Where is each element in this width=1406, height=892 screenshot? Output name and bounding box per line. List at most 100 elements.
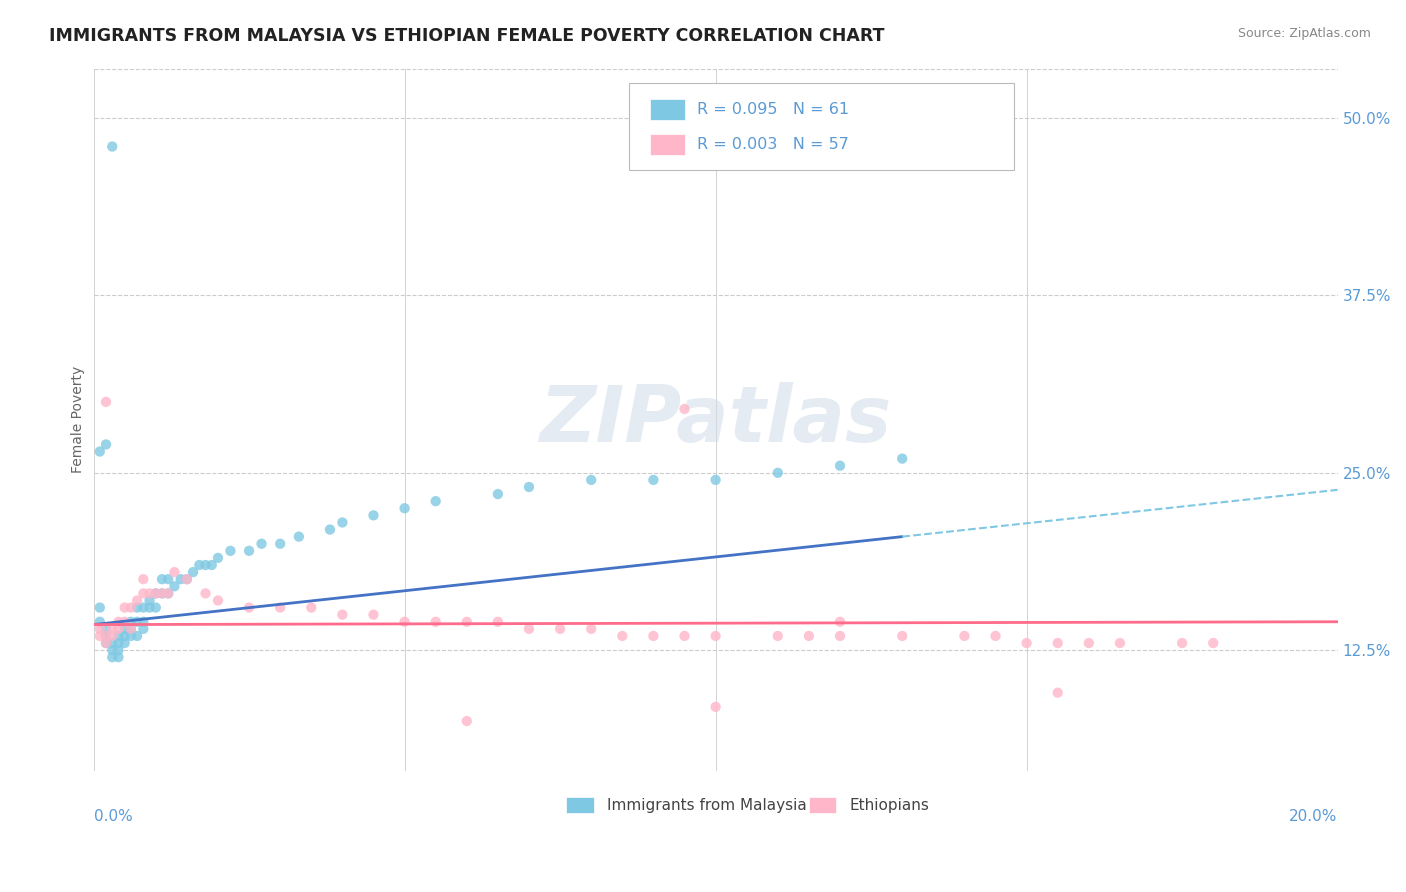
Bar (650, 99, 685, 120)
Point (120, 622, 142, 636)
Text: Immigrants from Malaysia: Immigrants from Malaysia (607, 797, 807, 813)
Point (673, 401, 696, 416)
Point (132, 615, 155, 629)
Point (89, 444, 111, 458)
Point (114, 636, 136, 650)
Point (169, 572, 191, 586)
Point (250, 537, 273, 551)
Text: Ethiopians: Ethiopians (851, 797, 929, 813)
Point (114, 622, 136, 636)
Point (120, 615, 142, 629)
Point (157, 572, 180, 586)
Point (101, 650, 124, 665)
Text: 20.0%: 20.0% (1289, 809, 1337, 824)
Point (163, 565, 186, 579)
Point (107, 615, 129, 629)
Point (269, 600, 291, 615)
Point (94, 636, 117, 650)
Point (953, 629, 976, 643)
Point (579, 473, 602, 487)
Point (145, 600, 167, 615)
Point (157, 586, 180, 600)
Point (157, 586, 180, 600)
Point (201, 558, 224, 572)
Point (188, 558, 211, 572)
Point (456, 615, 478, 629)
Point (194, 558, 217, 572)
Text: Source: ZipAtlas.com: Source: ZipAtlas.com (1237, 27, 1371, 40)
Point (101, 622, 124, 636)
Point (612, 629, 634, 643)
Point (1046, 636, 1069, 650)
Point (127, 629, 149, 643)
Point (548, 622, 571, 636)
Point (219, 544, 242, 558)
Point (319, 523, 342, 537)
Point (132, 572, 155, 586)
Point (704, 699, 727, 714)
Point (425, 615, 447, 629)
Point (107, 650, 129, 665)
Point (238, 600, 260, 615)
Point (704, 473, 727, 487)
Point (288, 530, 311, 544)
Point (150, 586, 173, 600)
Point (120, 600, 142, 615)
Point (176, 572, 198, 586)
Point (120, 629, 142, 643)
Text: R = 0.095   N = 61: R = 0.095 N = 61 (697, 102, 849, 117)
Point (101, 636, 124, 650)
Point (238, 544, 260, 558)
Point (1015, 636, 1038, 650)
Point (828, 615, 851, 629)
Point (766, 629, 789, 643)
Point (132, 622, 155, 636)
Point (176, 572, 198, 586)
Point (517, 480, 540, 494)
Point (114, 600, 136, 615)
Point (299, 600, 322, 615)
Point (132, 600, 155, 615)
Point (1171, 636, 1194, 650)
Point (332, 607, 354, 622)
Y-axis label: Female Poverty: Female Poverty (72, 366, 86, 474)
Point (643, 473, 665, 487)
Point (94, 636, 117, 650)
Point (425, 494, 447, 508)
Point (107, 629, 129, 643)
Point (138, 593, 160, 607)
Point (138, 586, 160, 600)
Point (101, 139, 124, 153)
Text: ZIPatlas: ZIPatlas (540, 382, 891, 458)
Point (89, 622, 111, 636)
Point (1109, 636, 1132, 650)
Bar (650, 134, 685, 155)
Point (132, 586, 155, 600)
Bar (567, 797, 593, 813)
Point (704, 629, 727, 643)
Point (332, 516, 354, 530)
Point (107, 643, 129, 657)
Point (207, 593, 229, 607)
Point (486, 615, 509, 629)
Point (363, 508, 385, 523)
Point (394, 615, 416, 629)
Text: R = 0.003   N = 57: R = 0.003 N = 57 (697, 136, 849, 152)
Point (101, 629, 124, 643)
Point (89, 629, 111, 643)
Point (486, 487, 509, 501)
Point (891, 451, 914, 466)
Point (181, 565, 204, 579)
Text: 0.0%: 0.0% (94, 809, 132, 824)
Point (456, 714, 478, 728)
Point (89, 600, 111, 615)
Point (194, 586, 217, 600)
Point (89, 615, 111, 629)
Point (828, 458, 851, 473)
Point (984, 629, 1007, 643)
Point (643, 629, 665, 643)
Point (579, 622, 602, 636)
Point (1077, 636, 1099, 650)
Point (138, 600, 160, 615)
Point (891, 629, 914, 643)
